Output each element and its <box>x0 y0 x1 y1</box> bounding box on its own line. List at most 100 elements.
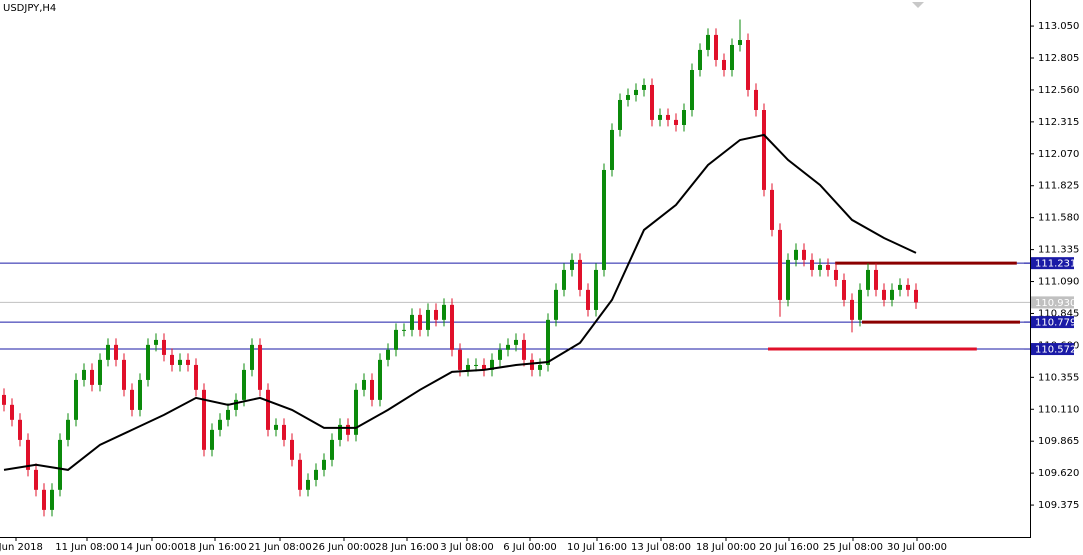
candle-body <box>762 110 766 190</box>
candle-body <box>658 114 662 120</box>
candle-body <box>50 489 54 510</box>
candle-body <box>834 269 838 280</box>
candle-body <box>10 404 14 420</box>
level-label: 110.572 <box>1035 345 1076 356</box>
y-tick-label: 109.620 <box>1038 468 1079 479</box>
candle-body <box>74 379 78 420</box>
candle-body <box>890 289 894 300</box>
candle-body <box>554 289 558 320</box>
candle-body <box>506 344 510 350</box>
candle-body <box>98 359 102 385</box>
candle-body <box>714 34 718 60</box>
candle-body <box>202 389 206 450</box>
candle-body <box>130 389 134 410</box>
shift-marker <box>912 2 924 8</box>
y-tick-label: 111.825 <box>1038 181 1079 192</box>
x-tick-label: 28 Jun 16:00 <box>375 542 439 553</box>
candle-body <box>354 389 358 435</box>
candle-body <box>682 110 686 125</box>
candle-body <box>466 364 470 370</box>
candle-body <box>162 339 166 355</box>
candle-body <box>474 364 478 366</box>
candle-body <box>530 359 534 370</box>
candle-body <box>698 49 702 70</box>
candle-body <box>434 309 438 320</box>
candle-body <box>594 269 598 310</box>
level-label: 110.930 <box>1035 298 1076 309</box>
candle-body <box>362 379 366 390</box>
candle-body <box>178 359 182 365</box>
candle-body <box>370 379 374 400</box>
x-tick-label: 30 Jul 00:00 <box>887 542 947 553</box>
candle-body <box>290 439 294 460</box>
candle-body <box>194 364 198 390</box>
y-tick-label: 112.560 <box>1038 85 1079 96</box>
candle-body <box>898 284 902 290</box>
candle-body <box>514 339 518 345</box>
candle-body <box>482 364 486 370</box>
candle-body <box>866 269 870 290</box>
candle-body <box>754 89 758 111</box>
x-tick-label: 18 Jun 16:00 <box>183 542 247 553</box>
y-tick-label: 113.050 <box>1038 21 1079 32</box>
candle-body <box>626 95 630 100</box>
candle-body <box>274 424 278 430</box>
candle-body <box>746 40 750 90</box>
candle-body <box>378 359 382 400</box>
candle-body <box>730 44 734 70</box>
y-tick-label: 109.375 <box>1038 500 1079 511</box>
candle-body <box>770 189 774 230</box>
candle-body <box>818 264 822 270</box>
chart-title: USDJPY,H4 <box>3 3 56 14</box>
candle-body <box>794 249 798 260</box>
candle-body <box>618 99 622 130</box>
x-tick-label: 20 Jul 16:00 <box>759 542 819 553</box>
x-tick-label: 26 Jun 00:00 <box>312 542 376 553</box>
candle-body <box>426 309 430 330</box>
candle-body <box>330 439 334 460</box>
candle-body <box>146 344 150 380</box>
candle-body <box>266 389 270 430</box>
candle-body <box>786 259 790 300</box>
y-tick-label: 110.110 <box>1038 404 1079 415</box>
candle-body <box>450 304 454 350</box>
candle-body <box>338 424 342 440</box>
candle-body <box>250 344 254 370</box>
x-tick-label: 18 Jul 00:00 <box>696 542 756 553</box>
candle-body <box>138 379 142 410</box>
candle-body <box>242 369 246 400</box>
candle-body <box>458 349 462 370</box>
y-tick-label: 111.335 <box>1038 245 1079 256</box>
y-tick-label: 110.845 <box>1038 308 1079 319</box>
candle-body <box>314 469 318 480</box>
candle-body <box>722 59 726 70</box>
candle-body <box>418 314 422 330</box>
candle-body <box>882 289 886 300</box>
candle-body <box>106 344 110 360</box>
candle-body <box>218 419 222 430</box>
candle-body <box>906 284 910 290</box>
candle-body <box>82 369 86 380</box>
candle-body <box>914 289 918 303</box>
x-tick-label: 25 Jul 08:00 <box>823 542 883 553</box>
candle-body <box>546 319 550 365</box>
level-tag <box>1031 316 1074 329</box>
y-tick-label: 111.090 <box>1038 277 1079 288</box>
candle-body <box>642 84 646 90</box>
candle-body <box>282 424 286 440</box>
candle-body <box>874 269 878 290</box>
x-tick-label: 14 Jun 00:00 <box>120 542 184 553</box>
level-tag <box>1031 296 1074 309</box>
y-tick-label: 112.805 <box>1038 53 1079 64</box>
candle-body <box>58 439 62 490</box>
candle-body <box>634 89 638 96</box>
candle-body <box>2 394 6 405</box>
candle-body <box>258 344 262 390</box>
candle-body <box>650 84 654 120</box>
moving-average <box>3 133 917 471</box>
candle-body <box>562 269 566 290</box>
y-tick-label: 112.315 <box>1038 117 1079 128</box>
candle-body <box>666 114 670 120</box>
